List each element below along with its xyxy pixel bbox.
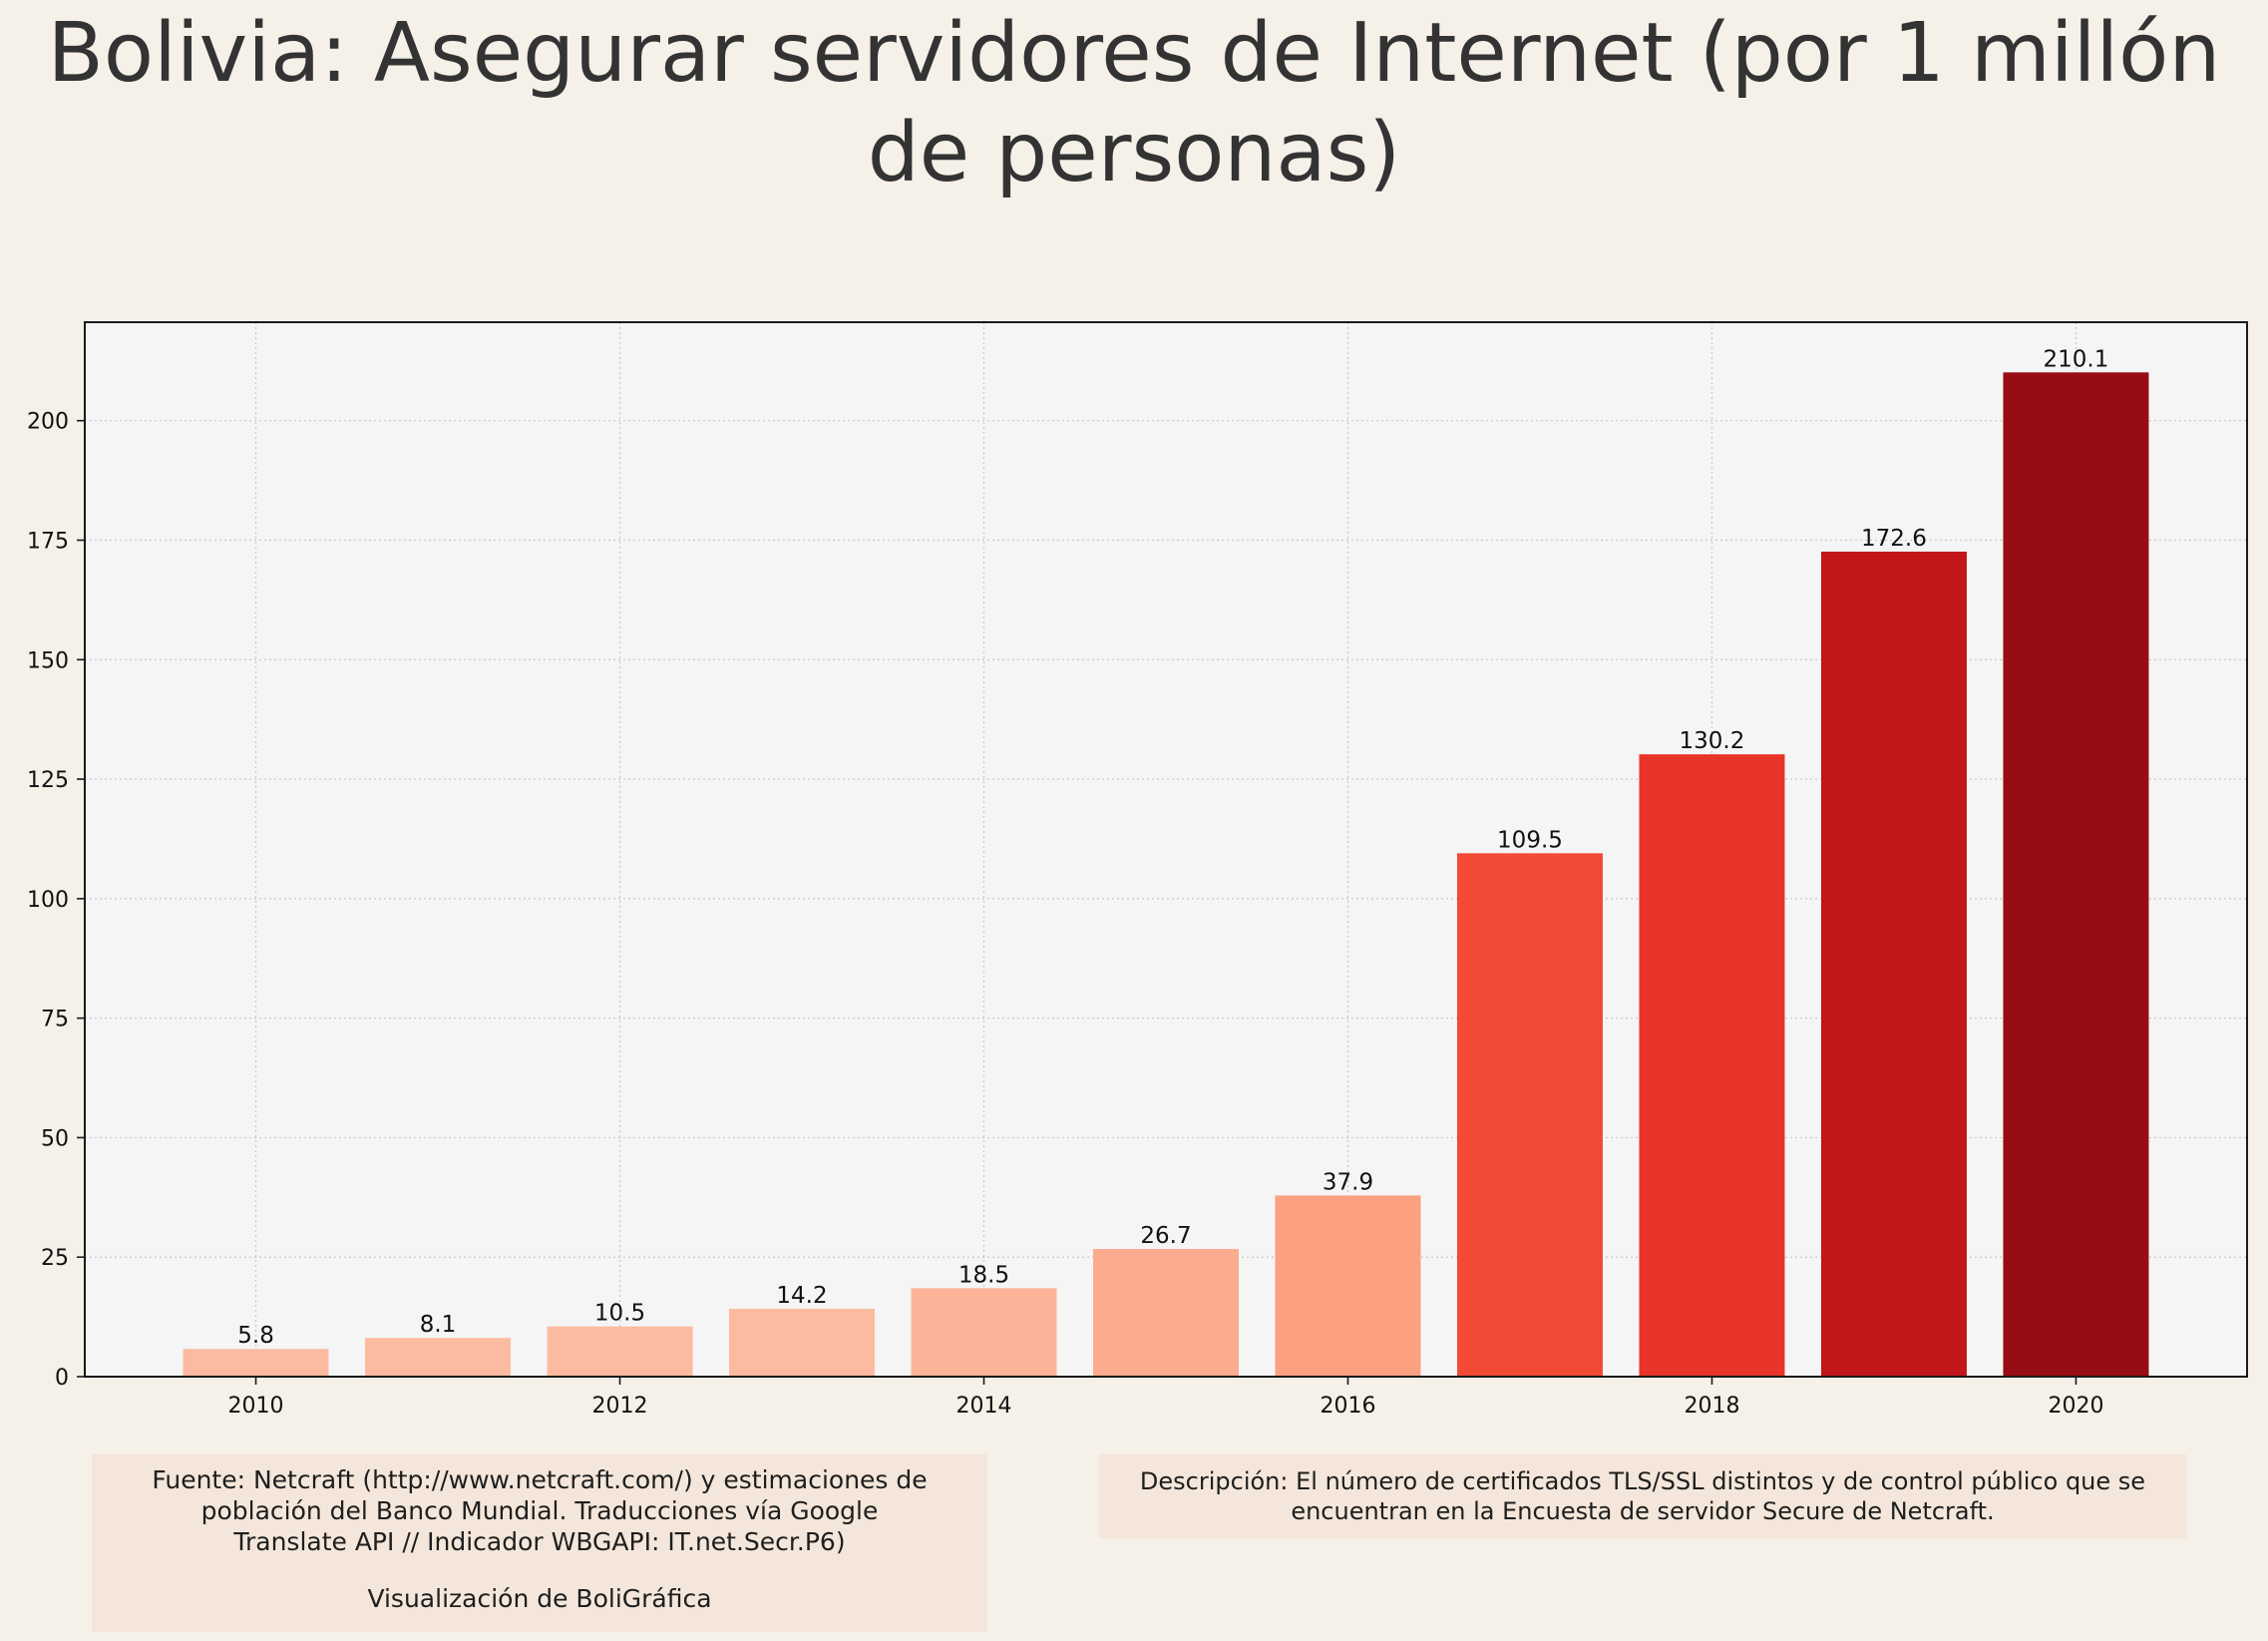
bar-2010	[183, 1349, 329, 1377]
source-note: Fuente: Netcraft (http://www.netcraft.co…	[92, 1454, 987, 1632]
source-text-line-1: Fuente: Netcraft (http://www.netcraft.co…	[152, 1465, 928, 1494]
x-tick-label: 2020	[2048, 1394, 2103, 1419]
bars	[183, 372, 2149, 1377]
bar-2015	[1093, 1249, 1239, 1377]
bar-2012	[547, 1326, 693, 1377]
y-tick-label: 50	[41, 1126, 69, 1151]
bar-value-label-2014: 18.5	[958, 1262, 1009, 1288]
bar-value-label-2016: 37.9	[1323, 1169, 1373, 1195]
x-tick-label: 2018	[1684, 1394, 1739, 1419]
y-tick-label: 100	[27, 888, 69, 913]
source-text-line-3: Translate API // Indicador WBGAPI: IT.ne…	[233, 1527, 846, 1556]
value-labels: 5.8 8.1 10.5 14.2 18.5 26.7 37.9 109.5 130.2 172.…	[237, 346, 2108, 1349]
y-tick-label: 200	[27, 410, 69, 435]
bar-value-label-2012: 10.5	[594, 1301, 645, 1327]
bar-2018	[1639, 754, 1785, 1377]
bar-value-label-2019: 172.6	[1861, 526, 1927, 552]
bar-2016	[1275, 1195, 1421, 1377]
x-axis-ticks: 2010 2012 2014 2016 2018 2020	[228, 1377, 2103, 1419]
bar-2019	[1820, 551, 1967, 1377]
bar-value-label-2018: 130.2	[1680, 728, 1745, 754]
bar-2011	[365, 1338, 512, 1377]
y-tick-label: 75	[41, 1008, 69, 1032]
description-text-line-2: encuentran en la Encuesta de servidor Se…	[1291, 1497, 1995, 1525]
bar-2014	[911, 1288, 1057, 1377]
x-tick-label: 2012	[592, 1394, 648, 1419]
y-tick-label: 25	[41, 1246, 69, 1271]
plot-frame	[84, 321, 2248, 1378]
bar-value-label-2020: 210.1	[2044, 346, 2109, 372]
y-tick-label: 175	[27, 529, 69, 554]
chart-title: Bolivia: Asegurar servidores de Internet…	[0, 4, 2268, 204]
bar-value-label-2017: 109.5	[1497, 827, 1563, 853]
x-tick-label: 2014	[956, 1394, 1012, 1419]
y-tick-label: 150	[27, 648, 69, 673]
bar-value-label-2011: 8.1	[420, 1312, 457, 1338]
description-note: Descripción: El número de certificados T…	[1099, 1454, 2186, 1538]
bar-value-label-2010: 5.8	[237, 1323, 274, 1349]
x-tick-label: 2016	[1320, 1394, 1375, 1419]
description-text-line-1: Descripción: El número de certificados T…	[1139, 1467, 2146, 1495]
bar-2017	[1456, 853, 1603, 1377]
chart-title-text: Bolivia: Asegurar servidores de Internet…	[47, 6, 2221, 201]
credit-text: Visualización de BoliGráfica	[367, 1584, 712, 1613]
y-tick-label: 0	[55, 1366, 69, 1391]
bar-2013	[729, 1308, 876, 1377]
bar-value-label-2015: 26.7	[1140, 1223, 1191, 1249]
y-tick-label: 125	[27, 768, 69, 793]
source-text-line-2: población del Banco Mundial. Traduccione…	[200, 1496, 879, 1525]
y-axis-ticks: 0 25 50 75 100 125 150 175 200	[27, 410, 85, 1391]
x-tick-label: 2010	[228, 1394, 284, 1419]
bar-value-label-2013: 14.2	[776, 1283, 827, 1309]
bar-2020	[2003, 372, 2149, 1377]
